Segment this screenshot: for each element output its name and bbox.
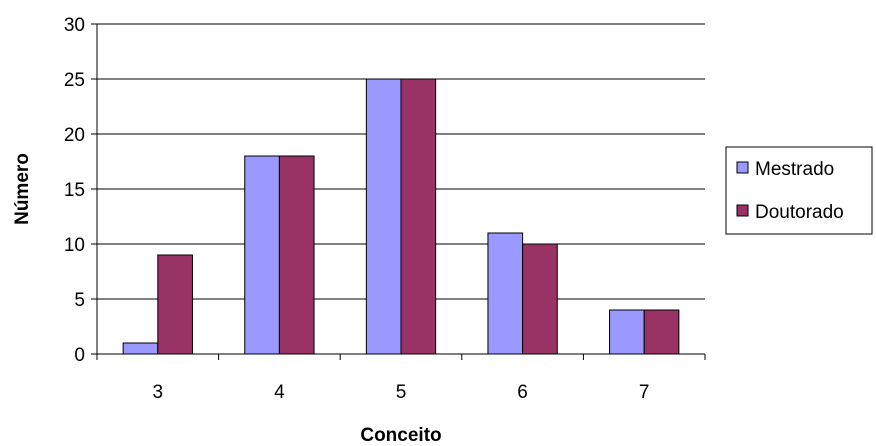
bar-mestrado-7 [609,309,645,355]
bar-doutorado-6 [522,243,558,355]
bar-doutorado-5 [400,78,437,355]
bar-mestrado-6 [487,232,524,355]
bar-doutorado-4 [278,155,315,355]
legend-swatch-doutorado [736,204,749,217]
bar-mestrado-5 [365,78,402,355]
x-tick-label: 7 [639,382,650,403]
bar-mestrado-3 [122,342,159,355]
bar-doutorado-7 [643,309,680,355]
bar-mestrado-4 [244,155,280,355]
legend: Mestrado Doutorado [725,146,873,235]
x-tick-label: 3 [153,382,164,403]
y-axis-title: Número [12,153,33,225]
bars [122,78,680,355]
y-tick-label: 15 [64,180,85,201]
x-axis-title: Conceito [360,425,441,446]
x-tick-label: 6 [517,382,528,403]
x-tick-label: 5 [396,382,407,403]
y-tick-label: 5 [74,290,85,311]
legend-label-doutorado: Doutorado [755,202,844,223]
x-tick-labels: 3 4 5 6 7 [96,354,706,403]
x-tick-label: 4 [274,382,285,403]
y-tick-label: 30 [64,15,85,36]
y-tick-label: 10 [64,235,85,256]
y-tick-label: 25 [64,70,85,91]
bar-doutorado-3 [157,254,193,355]
legend-box [725,146,873,235]
y-tick-label: 20 [64,125,85,146]
legend-label-mestrado: Mestrado [755,159,834,180]
y-tick-label: 0 [74,345,85,366]
y-tick-labels: 0 5 10 15 20 25 30 [64,15,97,366]
legend-swatch-mestrado [736,161,749,174]
